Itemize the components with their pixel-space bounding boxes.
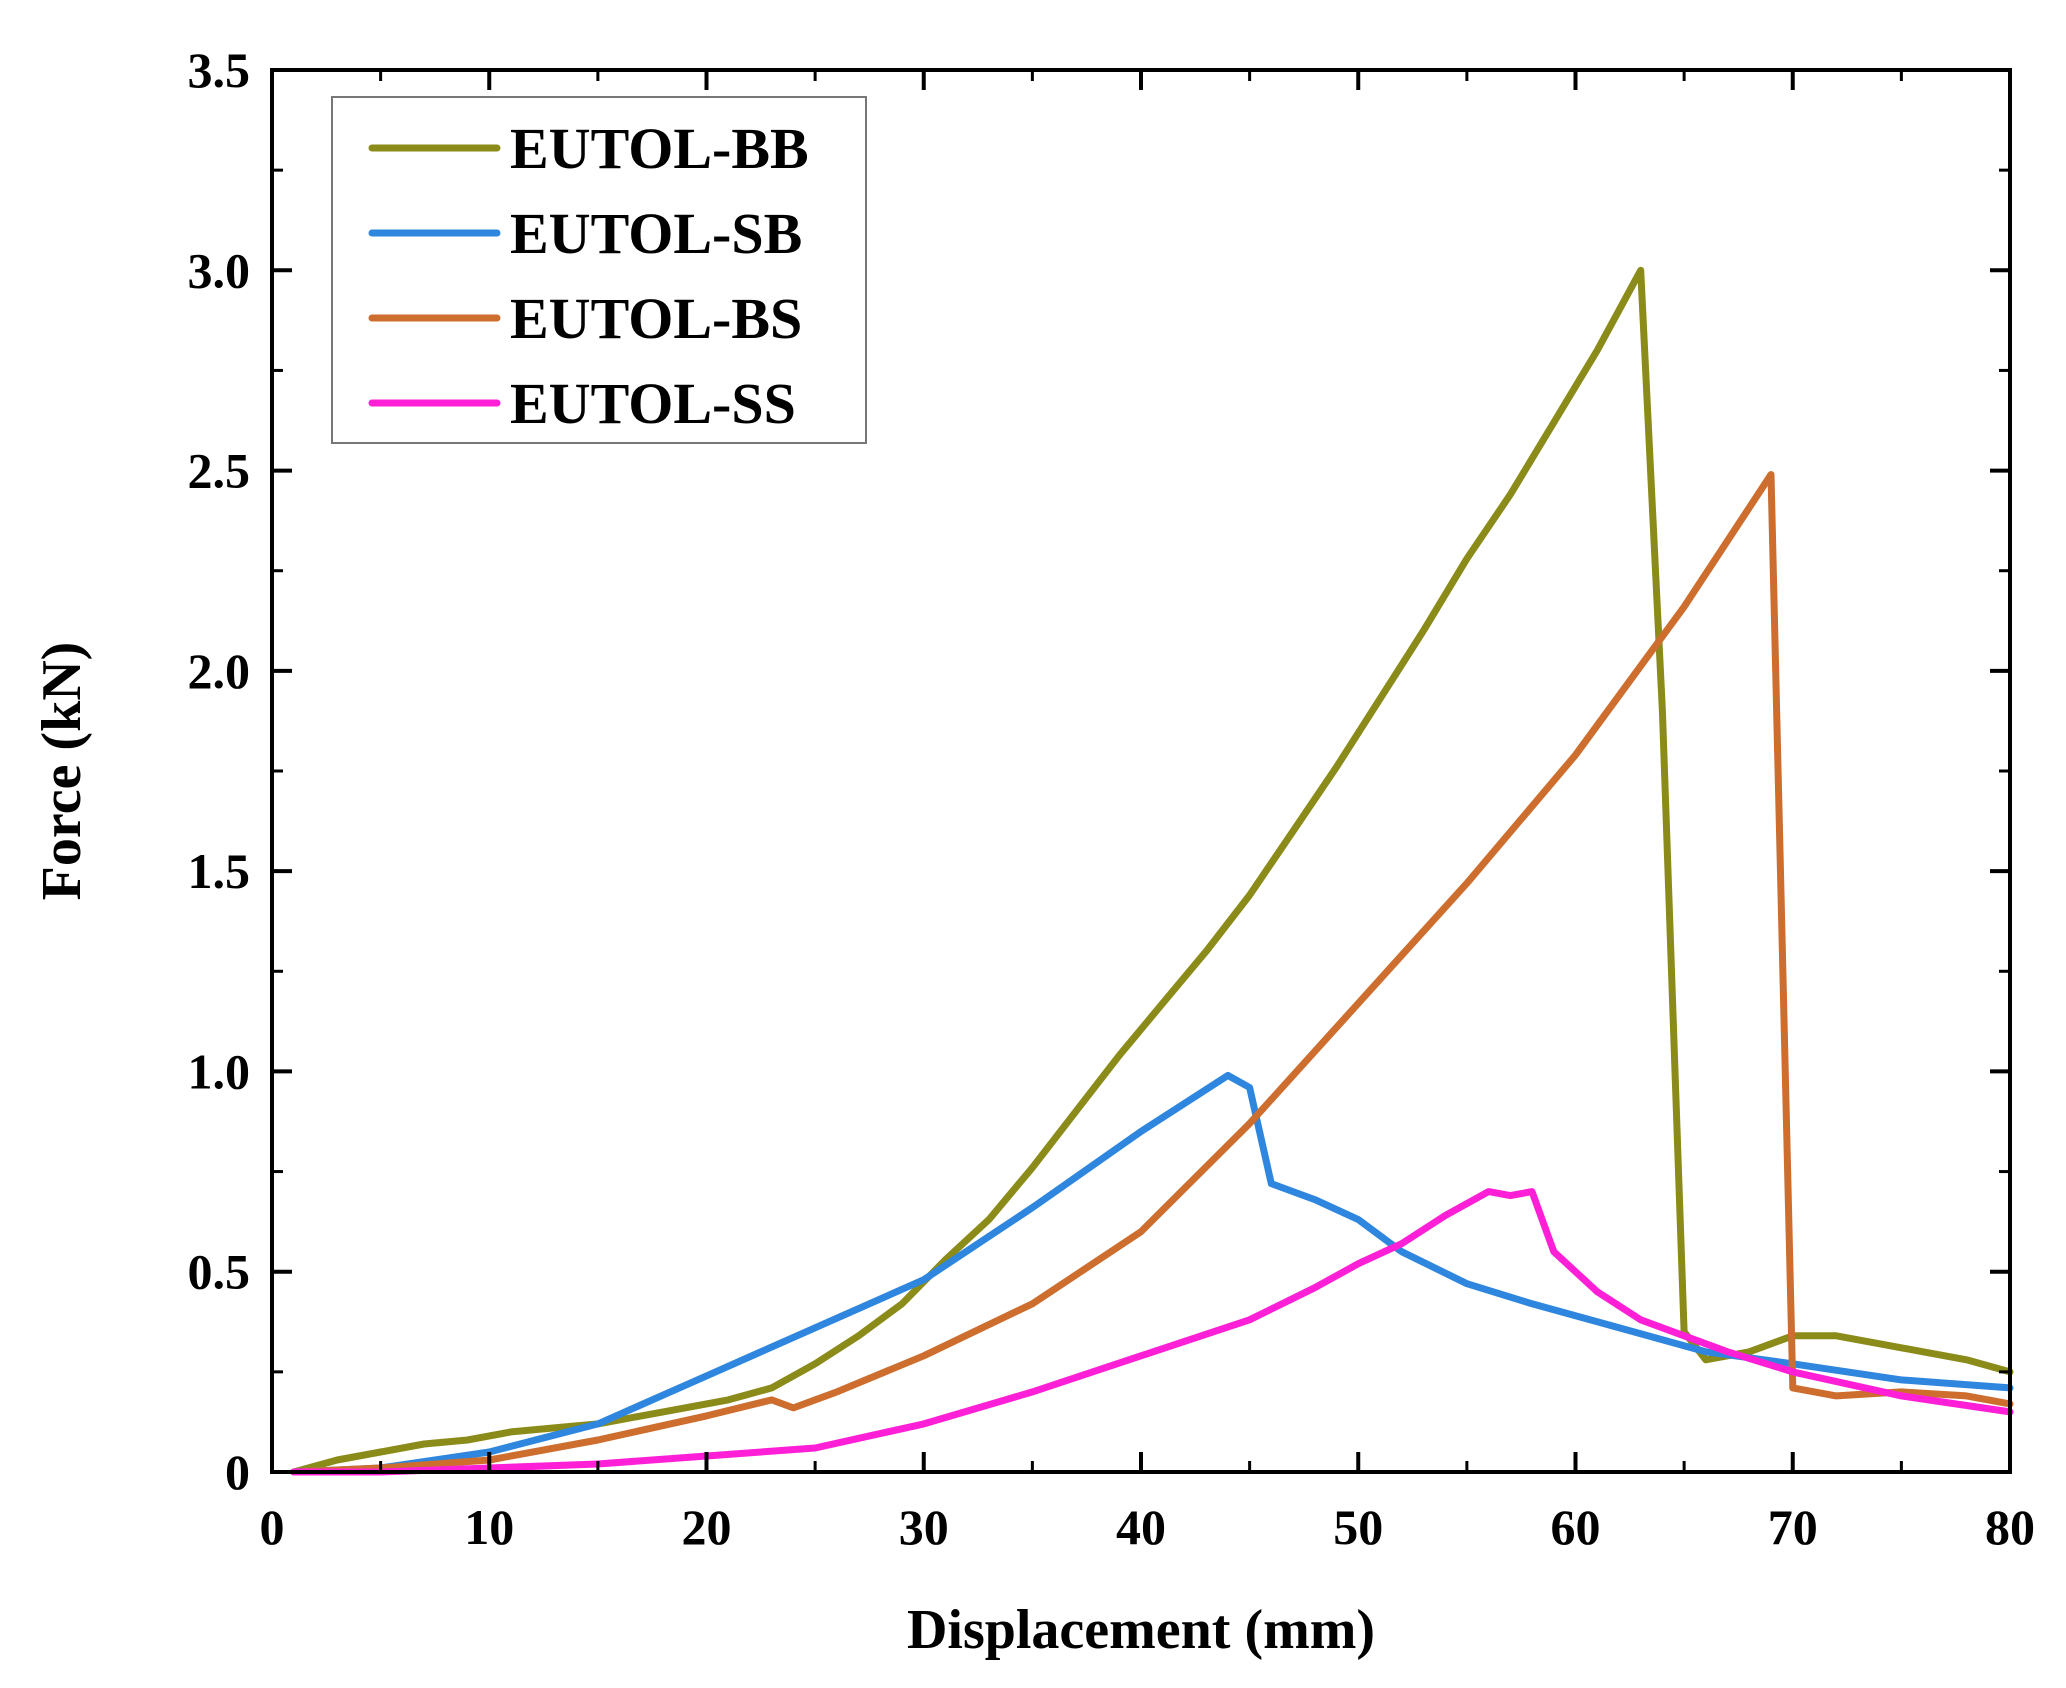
legend-items: EUTOL-BB EUTOL-SB EUTOL-BS EUTOL-SS (368, 116, 809, 436)
y-tick-label: 1.0 (188, 1043, 251, 1099)
x-tick-label: 60 (1551, 1499, 1601, 1555)
legend-label-eutol-ss: EUTOL-SS (510, 371, 796, 436)
x-tick-label: 20 (682, 1499, 732, 1555)
y-tick-label: 2.5 (188, 443, 251, 499)
y-tick-label: 3.5 (188, 42, 251, 98)
legend-label-eutol-bb: EUTOL-BB (510, 116, 809, 181)
legend: EUTOL-BB EUTOL-SB EUTOL-BS EUTOL-SS (331, 96, 867, 444)
series-line-eutol-sb (290, 1071, 2014, 1476)
x-tick-label: 70 (1768, 1499, 1818, 1555)
y-axis-ticks: 0 0.5 1.0 1.5 2.0 2.5 3.0 3.5 (188, 42, 2010, 1500)
x-tick-label: 80 (1985, 1499, 2035, 1555)
legend-label-eutol-sb: EUTOL-SB (510, 201, 802, 266)
y-tick-label: 2.0 (188, 643, 251, 699)
x-tick-label: 40 (1116, 1499, 1166, 1555)
legend-label-eutol-bs: EUTOL-BS (510, 286, 802, 351)
legend-box (331, 96, 867, 444)
x-tick-label: 50 (1333, 1499, 1383, 1555)
x-axis-ticks: 0 10 20 30 40 50 60 70 80 (260, 70, 2035, 1555)
y-tick-label: 3.0 (188, 242, 251, 298)
y-axis-title: Force (kN) (31, 642, 93, 901)
y-tick-label: 0.5 (188, 1244, 251, 1300)
x-tick-label: 30 (899, 1499, 949, 1555)
x-tick-label: 10 (464, 1499, 514, 1555)
y-tick-label: 0 (225, 1444, 250, 1500)
x-tick-label: 0 (260, 1499, 285, 1555)
y-tick-label: 1.5 (188, 843, 251, 899)
series-line-eutol-bs (290, 471, 2014, 1476)
x-axis-title: Displacement (mm) (907, 1599, 1375, 1661)
